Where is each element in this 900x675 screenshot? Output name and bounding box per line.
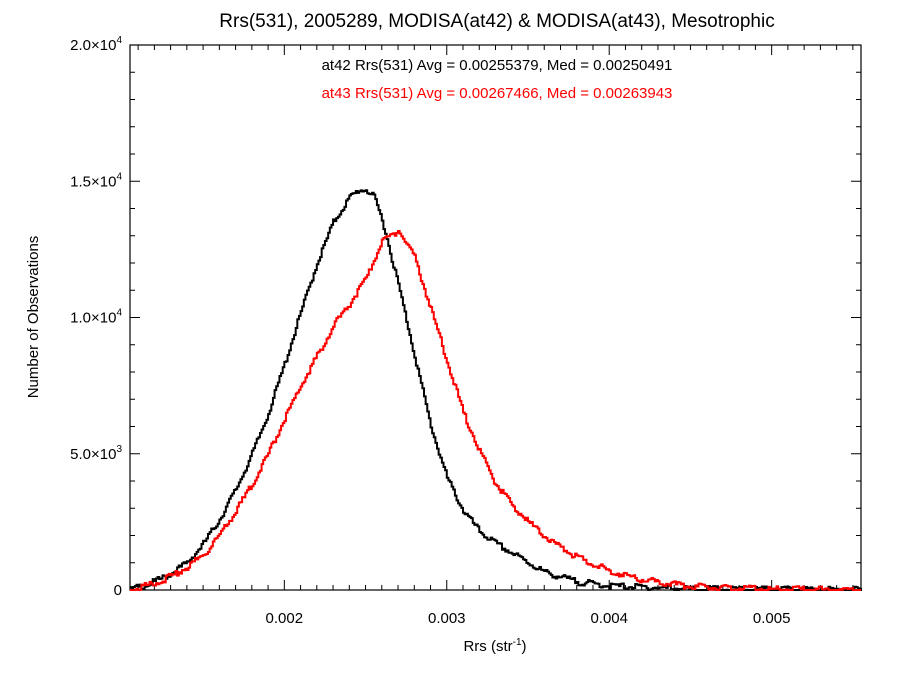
chart-title: Rrs(531), 2005289, MODISA(at42) & MODISA…: [219, 11, 774, 32]
legend: at42 Rrs(531) Avg = 0.00255379, Med = 0.…: [322, 57, 673, 102]
series-layer: [130, 189, 862, 591]
y-tick-mantissa: 1.5×10: [70, 173, 116, 190]
x-axis-label-superscript: -1: [513, 637, 522, 648]
y-tick-exponent: 4: [116, 171, 122, 182]
x-axis-label-close: ): [522, 638, 527, 655]
x-axis-label-text: Rrs (str: [463, 638, 512, 655]
legend-entry-1: at43 Rrs(531) Avg = 0.00267466, Med = 0.…: [322, 85, 673, 102]
y-axis-label: Number of Observations: [25, 236, 42, 399]
x-tick-label: 0.004: [590, 610, 628, 627]
y-tick-exponent: 4: [116, 308, 122, 319]
y-tick-mantissa: 2.0×10: [70, 37, 116, 54]
x-tick-label: 0.003: [428, 610, 466, 627]
y-tick-label: 1.5×104: [70, 171, 122, 190]
plot-frame: [129, 44, 862, 591]
x-tick-label: 0.002: [266, 610, 304, 627]
y-tick-exponent: 4: [116, 35, 122, 46]
series-line-1: [130, 229, 861, 591]
series-line-0: [130, 189, 862, 591]
y-tick-label: 5.0×103: [70, 444, 122, 463]
y-tick-mantissa: 0: [114, 582, 122, 599]
x-axis: 0.002 0.003 0.004 0.005: [137, 45, 854, 627]
y-tick-mantissa: 1.0×10: [70, 310, 116, 327]
x-axis-label: Rrs (str-1): [463, 637, 526, 655]
legend-entry-0: at42 Rrs(531) Avg = 0.00255379, Med = 0.…: [322, 57, 673, 74]
y-tick-label: 1.0×104: [70, 308, 122, 327]
y-tick-mantissa: 5.0×10: [70, 446, 116, 463]
x-tick-label: 0.005: [753, 610, 791, 627]
y-tick-label: 0: [114, 582, 122, 599]
y-tick-label: 2.0×104: [70, 35, 122, 54]
y-tick-exponent: 3: [116, 444, 122, 455]
